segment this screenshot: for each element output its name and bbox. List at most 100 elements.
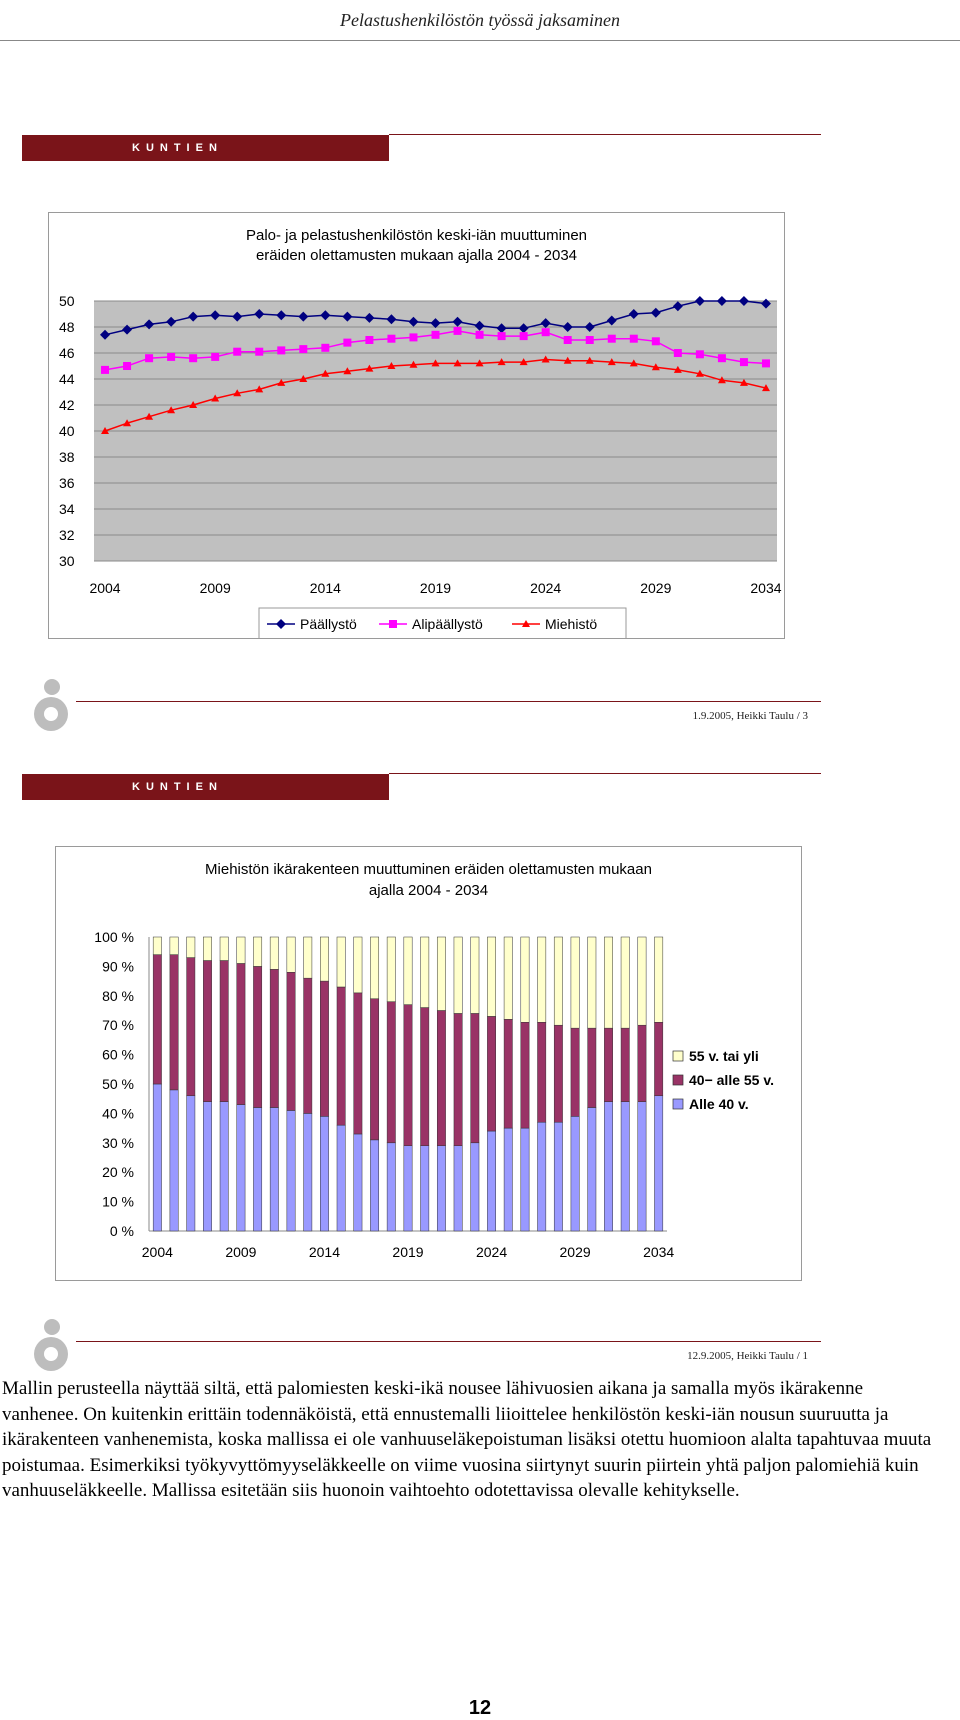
x-tick-label: 2014	[310, 580, 341, 596]
data-point	[519, 332, 528, 341]
page-header: Pelastushenkilöstön työssä jaksaminen	[340, 10, 620, 30]
bar-segment	[303, 977, 313, 1114]
data-point	[166, 316, 177, 327]
data-point	[167, 406, 176, 414]
data-point	[188, 311, 199, 322]
logo-icon-2	[30, 1316, 72, 1372]
banner-rule	[389, 134, 821, 135]
data-point	[365, 364, 374, 372]
data-point	[431, 330, 440, 339]
bar-segment	[269, 936, 279, 970]
bar-segment	[386, 1142, 396, 1232]
bar-segment	[570, 936, 580, 1029]
y-tick-label: 44	[59, 371, 75, 387]
body-paragraph: Mallin perusteella näyttää siltä, että p…	[2, 1378, 932, 1501]
bar-segment	[604, 1027, 613, 1102]
data-point	[562, 322, 573, 332]
data-point	[210, 310, 221, 321]
data-point	[189, 354, 198, 363]
bar-segment	[520, 1127, 530, 1232]
bar-segment	[186, 957, 196, 1097]
line-chart: 50 48 46 44 42 40 38 36 34 32 30 2004 2009 2014 2019 20…	[59, 293, 782, 638]
data-point	[452, 316, 463, 327]
y-tick-label: 30 %	[102, 1135, 134, 1151]
legend-swatch	[672, 1050, 684, 1062]
y-tick-label: 42	[59, 397, 75, 413]
bar-segment	[169, 954, 179, 1091]
bar-segment	[403, 1145, 413, 1232]
data-point	[629, 334, 638, 343]
slide2-footnote: 12.9.2005, Heikki Taulu / 1	[687, 1350, 808, 1362]
data-point	[496, 323, 507, 334]
bar-segment	[487, 1016, 496, 1132]
legend-label: Alipäällystö	[412, 616, 483, 632]
bar-segment	[320, 980, 329, 1117]
data-point	[343, 367, 352, 375]
data-point	[629, 359, 638, 367]
data-point	[541, 355, 550, 363]
data-point	[233, 389, 242, 397]
y-tick-label: 60 %	[102, 1047, 134, 1063]
data-point	[475, 359, 484, 367]
data-point	[540, 318, 551, 329]
data-point	[739, 378, 748, 386]
bar-segment	[236, 1104, 246, 1232]
bar-segment	[336, 936, 346, 988]
bar-segment	[420, 1007, 430, 1146]
bar-segment	[604, 936, 613, 1029]
bar-segment	[186, 936, 196, 958]
y-tick-label: 38	[59, 449, 75, 465]
bar-segment	[403, 1004, 413, 1146]
x-tick-label: 2009	[200, 580, 231, 596]
bar-chart-title: Miehistön ikärakenteen muuttuminen eräid…	[56, 859, 801, 901]
bar-segment	[253, 1107, 263, 1232]
data-point	[123, 362, 132, 370]
data-point	[628, 309, 639, 319]
bar-segment	[587, 1027, 597, 1108]
bar-segment	[253, 936, 263, 967]
bar-segment	[654, 1095, 664, 1232]
page-number: 12	[468, 1697, 492, 1719]
legend-box	[258, 607, 627, 638]
data-point	[409, 333, 418, 342]
data-point	[607, 358, 616, 366]
data-point	[299, 375, 308, 382]
bar-segment	[286, 1110, 296, 1232]
bar-segment	[587, 1107, 597, 1232]
data-point	[497, 358, 506, 366]
bar-segment	[553, 936, 563, 1026]
bar-segment	[470, 1013, 480, 1144]
bar-segment	[503, 936, 513, 1020]
bar-segment	[570, 1027, 580, 1117]
x-tick-label: 2029	[560, 1244, 591, 1260]
legend-swatch	[672, 1074, 684, 1086]
footer-rule	[76, 701, 821, 702]
bar-segment	[470, 1142, 480, 1232]
data-point	[321, 369, 330, 377]
bar-segment	[219, 936, 229, 961]
data-point	[651, 337, 660, 346]
bar-segment	[370, 936, 380, 999]
x-tick-label: 2034	[750, 580, 781, 596]
data-point	[408, 316, 419, 327]
data-point	[298, 311, 309, 322]
header-rule	[0, 40, 960, 41]
data-point	[761, 359, 770, 368]
data-point	[233, 347, 242, 356]
data-point	[101, 365, 110, 374]
bar-segment	[320, 1116, 329, 1232]
bar-segment	[386, 1001, 396, 1144]
legend-label: Miehistö	[545, 616, 597, 632]
x-tick-label: 2004	[89, 580, 120, 596]
data-point	[101, 427, 110, 434]
data-point	[145, 412, 154, 420]
data-point	[716, 296, 727, 306]
bar-chart-title-line1: Miehistön ikärakenteen muuttuminen eräid…	[205, 861, 652, 878]
y-tick-label: 100 %	[94, 929, 134, 945]
bar-segment	[520, 936, 530, 1023]
bar-segment	[654, 1022, 664, 1097]
x-tick-label: 2014	[309, 1244, 340, 1260]
y-tick-label: 32	[59, 527, 75, 543]
bar-segment	[303, 1113, 313, 1232]
data-point	[211, 352, 220, 361]
